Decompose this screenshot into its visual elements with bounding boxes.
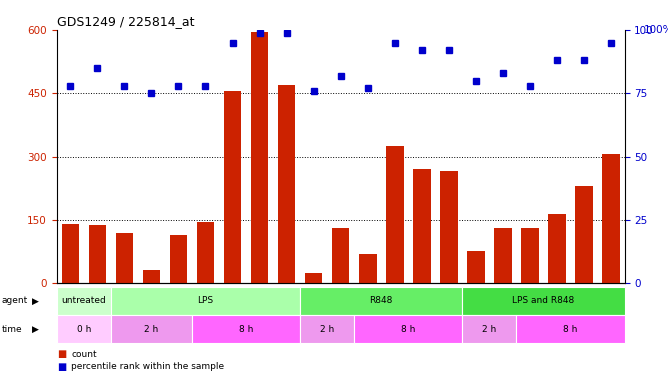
Bar <box>57 287 111 315</box>
Bar <box>462 315 516 343</box>
Bar <box>575 186 593 283</box>
Bar <box>603 154 620 283</box>
Text: percentile rank within the sample: percentile rank within the sample <box>71 362 224 371</box>
Text: 2 h: 2 h <box>320 324 334 334</box>
Text: agent: agent <box>1 296 27 305</box>
Bar <box>548 213 566 283</box>
Bar <box>354 315 462 343</box>
Bar <box>300 315 354 343</box>
Bar <box>494 228 512 283</box>
Bar <box>305 273 323 283</box>
Bar <box>467 252 485 283</box>
Text: LPS and R848: LPS and R848 <box>512 296 574 305</box>
Text: time: time <box>1 324 22 334</box>
Text: R848: R848 <box>369 296 393 305</box>
Text: 2 h: 2 h <box>144 324 158 334</box>
Bar <box>89 225 106 283</box>
Bar <box>196 222 214 283</box>
Text: 0 h: 0 h <box>77 324 91 334</box>
Text: ■: ■ <box>57 350 66 359</box>
Text: 8 h: 8 h <box>401 324 415 334</box>
Text: 8 h: 8 h <box>239 324 253 334</box>
Bar <box>116 232 133 283</box>
Bar <box>413 169 431 283</box>
Text: 8 h: 8 h <box>563 324 578 334</box>
Bar <box>111 315 192 343</box>
Bar <box>359 254 377 283</box>
Bar <box>61 224 79 283</box>
Bar <box>386 146 403 283</box>
Bar <box>192 315 300 343</box>
Bar <box>143 270 160 283</box>
Text: LPS: LPS <box>198 296 214 305</box>
Bar <box>462 287 625 315</box>
Text: 2 h: 2 h <box>482 324 496 334</box>
Bar <box>224 91 241 283</box>
Y-axis label: 100%: 100% <box>644 25 668 35</box>
Text: GDS1249 / 225814_at: GDS1249 / 225814_at <box>57 15 194 28</box>
Text: ▶: ▶ <box>32 296 39 305</box>
Bar <box>57 315 111 343</box>
Bar <box>516 315 625 343</box>
Text: ▶: ▶ <box>32 324 39 334</box>
Text: ■: ■ <box>57 362 66 372</box>
Bar <box>170 235 187 283</box>
Bar <box>521 228 538 283</box>
Bar <box>332 228 349 283</box>
Bar <box>278 85 295 283</box>
Bar <box>300 287 462 315</box>
Bar <box>250 32 269 283</box>
Bar <box>440 171 458 283</box>
Bar <box>111 287 300 315</box>
Text: untreated: untreated <box>61 296 106 305</box>
Text: count: count <box>71 350 97 359</box>
